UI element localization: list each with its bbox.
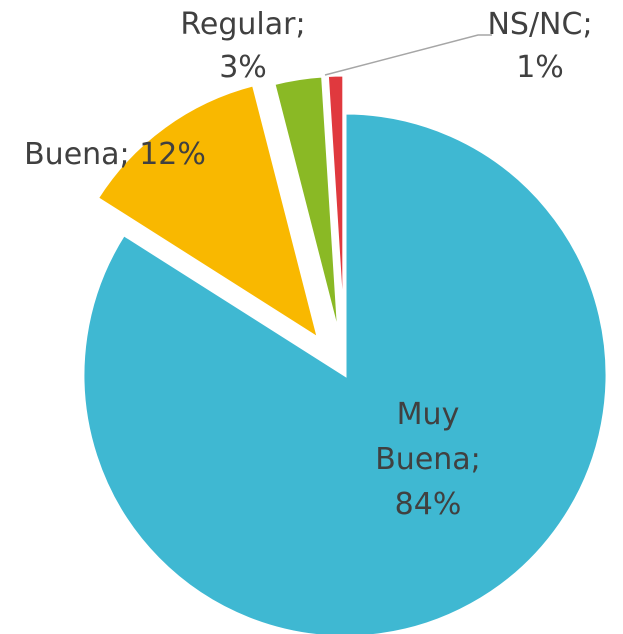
data-label: Buena; 12%: [24, 137, 206, 172]
pie-slice: [81, 111, 609, 634]
label-line: 3%: [219, 50, 267, 85]
label-line: Regular;: [180, 7, 305, 42]
label-line: Muy: [397, 397, 460, 432]
category-label: Muy: [397, 397, 460, 432]
data-label: Regular; 3%: [180, 7, 305, 85]
pie-slice: [325, 73, 346, 338]
label-line: NS/NC;: [487, 7, 592, 42]
value-label: 84%: [395, 487, 462, 522]
label-line: Buena;: [375, 442, 481, 477]
leader-line: [324, 34, 492, 76]
separator: ;: [120, 137, 130, 172]
separator: ;: [582, 7, 592, 42]
value-label: 1%: [516, 50, 564, 85]
data-label: NS/NC; 1%: [487, 7, 592, 85]
value-label: 12%: [139, 137, 206, 172]
separator: ;: [295, 7, 305, 42]
pie-slice: [95, 82, 321, 342]
label-line: Buena; 12%: [24, 137, 206, 172]
label-line: 1%: [516, 50, 564, 85]
value-label: 3%: [219, 50, 267, 85]
separator: ;: [471, 442, 481, 477]
category-label: NS/NC: [487, 7, 582, 42]
data-label: Muy Buena; 84%: [375, 397, 481, 522]
category-label: Buena: [24, 137, 119, 172]
category-label: Regular: [180, 7, 296, 42]
category-label: Buena: [375, 442, 470, 477]
label-line: 84%: [395, 487, 462, 522]
pie-slice: [272, 74, 341, 338]
